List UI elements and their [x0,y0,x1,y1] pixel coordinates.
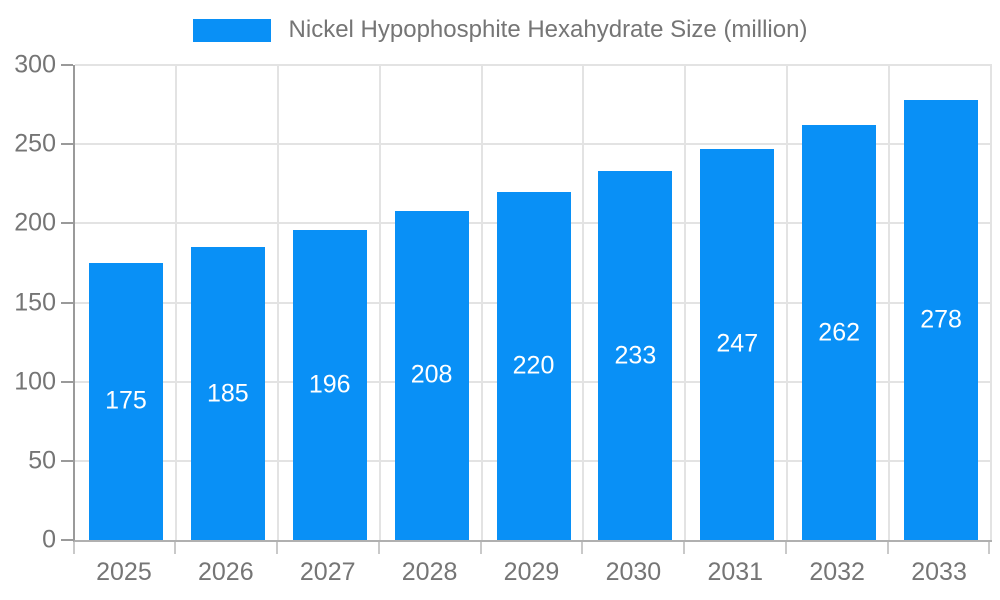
legend-swatch-icon [192,18,271,42]
bar-value-label: 196 [308,370,351,399]
bar-value-label: 185 [206,379,249,408]
x-axis-tick [377,542,380,554]
y-axis-tick [61,539,73,541]
bar: 262 [802,125,877,540]
bar-value-label: 247 [716,329,759,358]
y-axis-tick-label: 250 [14,129,56,158]
bar: 247 [700,148,775,540]
x-axis-category-label: 2025 [96,558,152,586]
x-axis-tick [275,542,278,554]
x-axis-category-label: 2029 [503,558,560,586]
x-gridline [276,65,279,540]
bar: 220 [496,191,571,540]
x-gridline [174,65,177,540]
y-axis-tick-label: 200 [14,208,56,237]
x-axis-category-label: 2033 [911,558,967,586]
x-axis-category-label: 2027 [299,558,356,586]
y-axis-tick [61,64,73,66]
x-axis-category-label: 2031 [707,558,764,586]
y-axis-tick-label: 150 [14,288,56,316]
x-axis-tick [988,542,990,554]
bar: 208 [394,210,469,540]
y-axis-tick [61,459,73,462]
bar-value-label: 233 [614,341,657,370]
x-gridline [378,65,381,540]
x-gridline [888,65,891,540]
y-axis-tick [61,222,73,225]
bar-value-label: 208 [410,360,453,389]
bar-value-label: 175 [105,386,147,415]
legend-label: Nickel Hypophosphite Hexahydrate Size (m… [288,16,808,43]
x-gridline [582,65,585,540]
bar-value-label: 262 [818,318,861,347]
bar-value-label: 220 [512,351,555,380]
x-gridline [990,65,992,540]
bar: 196 [292,229,367,540]
x-axis-tick [173,542,176,554]
x-axis-tick [887,542,890,554]
y-axis-tick-label: 100 [14,367,56,396]
x-axis-tick [581,542,584,554]
x-axis-category-label: 2026 [198,558,254,586]
y-axis-tick [61,143,73,146]
bar-value-label: 278 [920,305,962,334]
bar: 278 [904,99,979,540]
y-axis-tick-label: 300 [14,50,56,79]
y-axis-tick-label: 50 [28,446,56,475]
x-gridline [786,65,789,540]
x-axis-tick [785,542,788,554]
y-gridline [75,64,992,66]
x-gridline [684,65,687,540]
x-axis-category-label: 2030 [605,558,662,586]
x-axis-category-label: 2032 [809,558,865,586]
legend[interactable]: Nickel Hypophosphite Hexahydrate Size (m… [0,16,1000,44]
x-axis-tick [479,542,482,554]
y-axis-tick [61,301,73,304]
bar: 175 [88,262,163,540]
bar: 185 [190,247,265,540]
y-axis-tick-label: 0 [42,525,56,554]
plot-area: 175 185 196 208 220 233 247 262 278 [73,64,992,542]
x-axis-category-label: 2028 [401,558,458,586]
x-gridline [480,65,483,540]
y-axis-tick [61,380,73,383]
x-axis-tick [683,542,686,554]
x-axis-tick [73,542,75,554]
y-gridline [75,143,992,146]
bar: 233 [598,171,673,540]
